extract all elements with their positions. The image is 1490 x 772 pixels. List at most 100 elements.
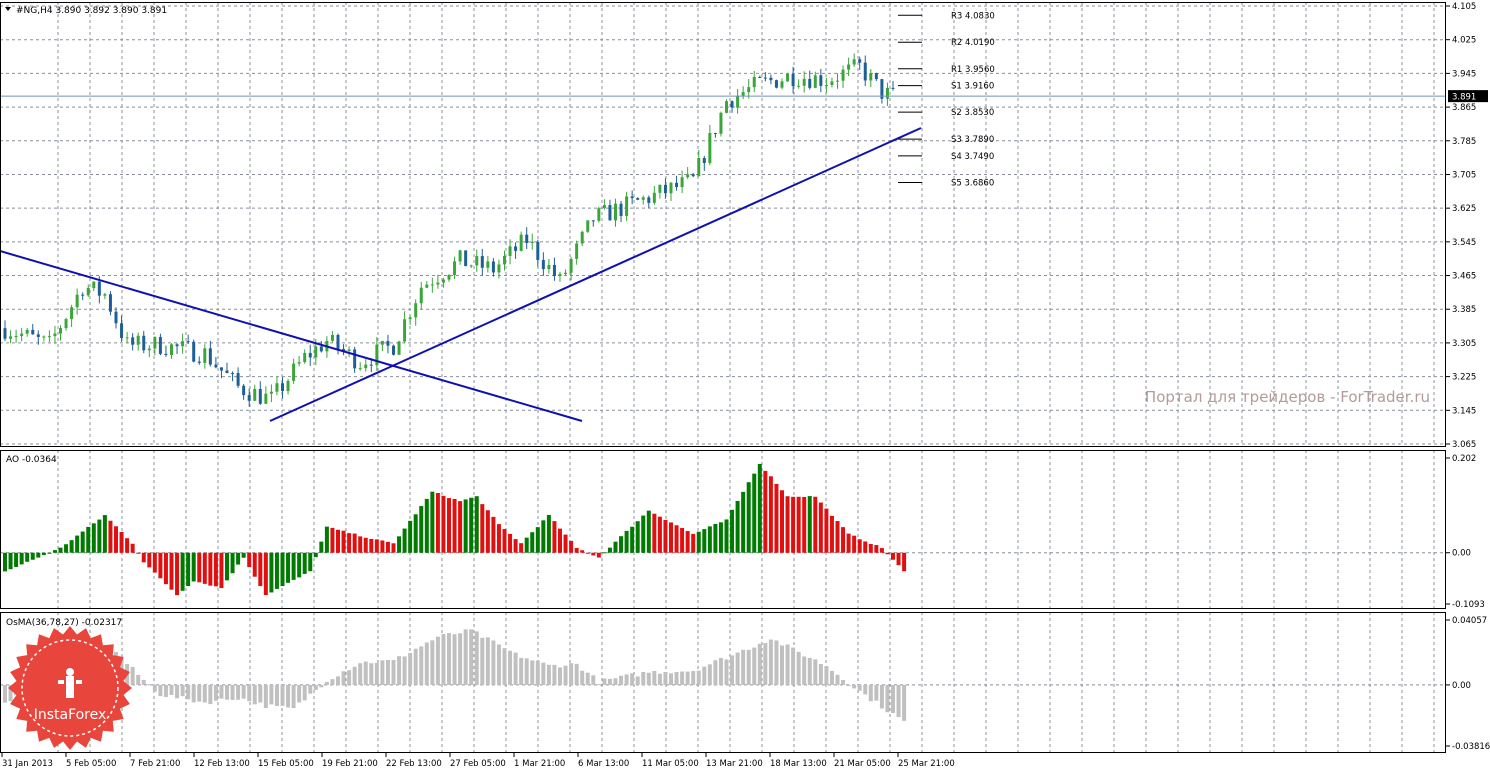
osma-bar [669, 673, 673, 685]
pivot-level-label: R3 4.0830 [951, 11, 995, 21]
ao-bar [352, 533, 357, 553]
ao-bar [691, 533, 696, 553]
price-candle [136, 335, 140, 345]
price-candle [564, 272, 568, 274]
ao-bar [558, 528, 562, 553]
pivot-level-label: R2 4.0190 [951, 38, 995, 48]
price-candle [891, 87, 895, 89]
price-candle [503, 255, 506, 265]
price-candle [342, 348, 346, 351]
ao-bar [807, 496, 812, 553]
price-candle [497, 264, 501, 273]
time-axis-label: 5 Feb 05:00 [66, 759, 116, 769]
price-candle [425, 284, 429, 288]
price-candle [530, 241, 534, 244]
price-candle [491, 261, 495, 273]
price-candle [42, 336, 46, 338]
price-candle [114, 311, 118, 324]
price-candle [647, 197, 651, 203]
osma-bar [791, 647, 796, 685]
price-axis-label: 3.145 [1452, 406, 1476, 416]
price-candle [59, 328, 62, 334]
ao-bar [791, 496, 796, 553]
watermark-text: Портал для трейдеров - ForTrader.ru [1145, 388, 1430, 406]
osma-bar [885, 684, 890, 713]
price-candle [70, 307, 74, 320]
ao-bar [513, 539, 518, 553]
osma-bar [824, 666, 829, 685]
price-candle [680, 177, 684, 188]
osma-bar [879, 684, 884, 709]
osma-bar [324, 681, 329, 685]
ao-bar [52, 550, 57, 553]
ao-bar [369, 538, 374, 553]
osma-bar [496, 644, 501, 685]
ao-bar [319, 541, 324, 553]
ao-bar [491, 516, 496, 553]
price-candle [9, 336, 13, 339]
osma-bar [774, 640, 779, 685]
pane-frame [0, 450, 1446, 609]
price-candle [824, 84, 828, 86]
ao-bar [735, 500, 740, 553]
osma-bar [813, 659, 818, 685]
price-candle [780, 81, 784, 88]
price-candle [386, 340, 390, 346]
ao-bar [541, 520, 546, 553]
time-axis-label: 31 Jan 2013 [2, 759, 53, 769]
price-candle [708, 132, 712, 164]
osma-bar [818, 664, 823, 685]
price-candle [558, 273, 562, 277]
price-candle [53, 333, 57, 337]
ao-bar [902, 552, 907, 572]
osma-bar [474, 631, 479, 685]
osma-bar [169, 684, 174, 695]
price-candle [242, 385, 246, 396]
osma-bar [491, 640, 496, 685]
price-candle [447, 274, 451, 280]
osma-bar [136, 674, 141, 685]
osma-bar [186, 684, 191, 700]
price-candle [691, 174, 695, 177]
ao-bar [780, 490, 784, 553]
price-candle [153, 337, 157, 349]
price-candle [364, 364, 368, 369]
ao-bar [430, 491, 435, 553]
price-candle [636, 198, 640, 200]
osma-bar [141, 679, 146, 685]
osma-bar [602, 678, 607, 685]
osma-bar [380, 660, 385, 685]
osma-bar [746, 649, 751, 685]
osma-bar [330, 679, 335, 685]
price-candle [630, 196, 634, 199]
osma-bar [835, 674, 840, 685]
ao-bar [552, 521, 557, 553]
osma-bar [435, 636, 440, 685]
price-candle [253, 388, 257, 401]
osma-bar [447, 633, 451, 685]
time-axis: 31 Jan 2013 5 Feb 05:00 7 Feb 21:00 12 Feb … [1, 753, 955, 769]
pivot-level-label: S5 3.6860 [951, 178, 994, 188]
osma-bar [197, 684, 202, 702]
price-candle [392, 345, 395, 355]
ao-bar [302, 552, 307, 574]
osma-bar [702, 666, 707, 685]
price-candle [569, 258, 573, 273]
trendline-up [269, 127, 922, 422]
ao-bar [724, 519, 729, 553]
osma-bar [302, 684, 307, 701]
osma-bar [219, 684, 224, 699]
osma-bar [846, 684, 851, 686]
price-candle [625, 196, 629, 216]
ao-bar [624, 530, 629, 553]
price-candle [336, 334, 340, 349]
price-candle [586, 220, 590, 232]
price-candle [713, 132, 717, 134]
ao-bar [347, 533, 352, 553]
price-candle [297, 362, 301, 364]
price-candle [736, 95, 740, 108]
osma-bar [152, 684, 157, 692]
chevron-down-icon[interactable] [5, 7, 11, 11]
ao-bar [546, 515, 551, 553]
